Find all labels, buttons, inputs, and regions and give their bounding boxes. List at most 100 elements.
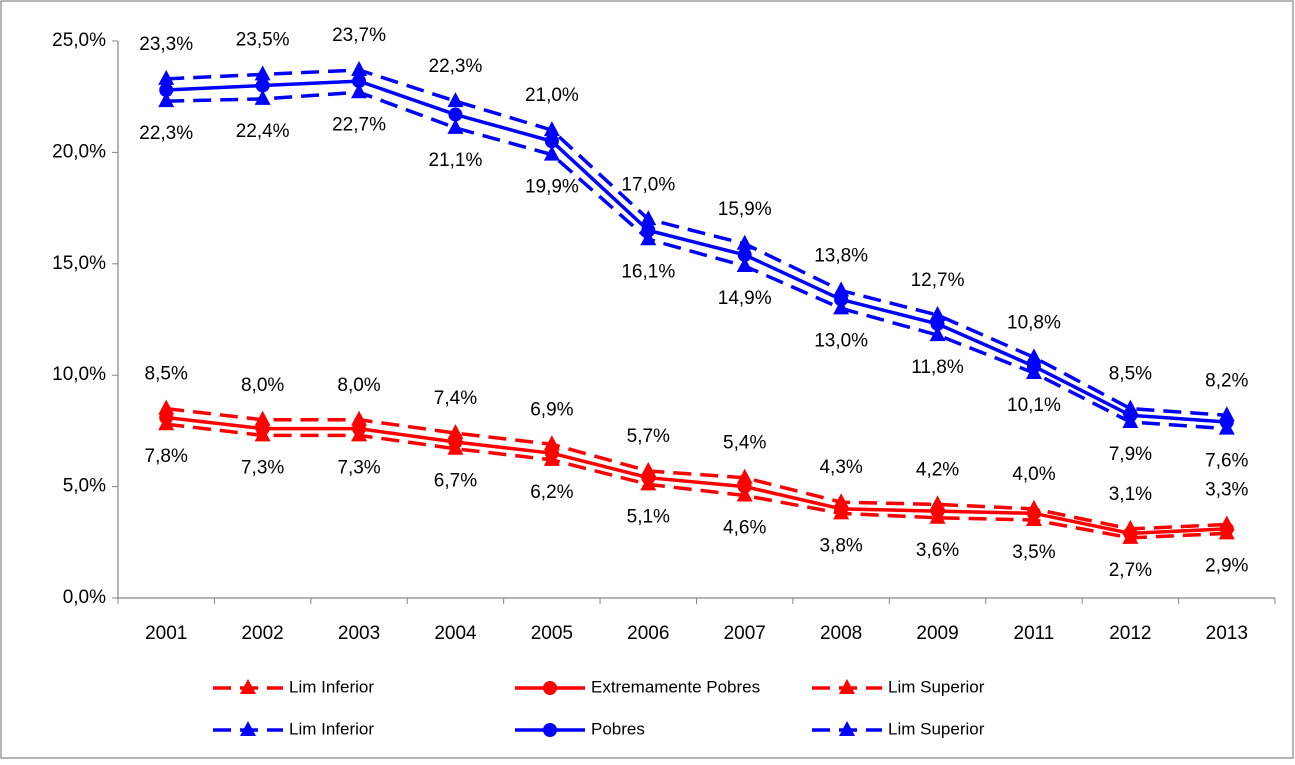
- point-marker: [736, 257, 753, 273]
- data-label: 17,0%: [621, 174, 675, 195]
- y-tick-label: 10,0%: [52, 364, 106, 385]
- data-label: 7,3%: [241, 457, 284, 478]
- data-label: 22,3%: [429, 56, 483, 77]
- x-tick-label: 2008: [820, 623, 862, 644]
- data-label: 21,1%: [429, 150, 483, 171]
- data-label: 23,7%: [332, 25, 386, 46]
- point-marker: [254, 410, 271, 426]
- data-label: 3,5%: [1012, 542, 1055, 563]
- data-label: 23,3%: [139, 34, 193, 55]
- point-marker: [158, 399, 175, 415]
- data-label: 3,8%: [819, 535, 862, 556]
- point-marker: [351, 83, 368, 99]
- legend-marker: [240, 721, 256, 736]
- legend-label: Extremamente Pobres: [591, 677, 760, 696]
- point-marker: [254, 65, 271, 81]
- x-tick-label: 2013: [1206, 623, 1248, 644]
- point-marker: [543, 145, 560, 161]
- point-marker: [640, 210, 657, 226]
- data-label: 4,0%: [1012, 464, 1055, 485]
- point-marker: [1025, 348, 1042, 364]
- data-label: 16,1%: [621, 261, 675, 282]
- data-label: 4,3%: [819, 457, 862, 478]
- point-marker: [543, 121, 560, 137]
- point-marker: [736, 468, 753, 484]
- data-label: 11,8%: [911, 357, 964, 378]
- series-line: [166, 415, 1227, 536]
- data-label: 22,3%: [139, 123, 193, 144]
- x-tick-label: 2002: [241, 623, 283, 644]
- data-label: 12,7%: [911, 270, 965, 291]
- data-label: 3,1%: [1109, 484, 1152, 505]
- x-tick-label: 2009: [916, 623, 958, 644]
- data-label: 15,9%: [718, 199, 772, 220]
- point-marker: [929, 495, 946, 511]
- legend-marker: [839, 679, 855, 694]
- point-marker: [929, 306, 946, 322]
- y-tick-label: 0,0%: [63, 587, 106, 608]
- data-label: 8,2%: [1205, 370, 1248, 391]
- legend-marker: [240, 679, 256, 694]
- data-label: 10,8%: [1007, 312, 1061, 333]
- data-label: 23,5%: [236, 29, 290, 50]
- series-line: [166, 406, 1227, 531]
- data-label: 8,5%: [1109, 364, 1152, 385]
- point-marker: [159, 83, 174, 98]
- data-label: 8,0%: [337, 375, 380, 396]
- point-marker: [640, 230, 657, 246]
- legend-label: Lim Inferior: [289, 719, 374, 738]
- legend-marker: [839, 721, 855, 736]
- point-marker: [736, 234, 753, 250]
- x-tick-label: 2007: [724, 623, 766, 644]
- data-label: 22,7%: [332, 114, 386, 135]
- point-marker: [352, 74, 367, 89]
- x-tick-label: 2004: [434, 623, 477, 644]
- data-label: 13,8%: [814, 246, 868, 267]
- y-tick-label: 20,0%: [52, 141, 106, 162]
- point-marker: [833, 299, 850, 315]
- y-tick-label: 5,0%: [63, 476, 106, 497]
- x-tick-label: 2012: [1109, 623, 1151, 644]
- data-label: 4,6%: [723, 518, 766, 539]
- y-tick-label: 25,0%: [52, 30, 106, 51]
- point-marker: [736, 486, 753, 502]
- point-marker: [640, 462, 657, 478]
- point-marker: [158, 92, 175, 108]
- data-label: 2,9%: [1205, 555, 1248, 576]
- x-tick-label: 2003: [338, 623, 380, 644]
- data-label: 21,0%: [525, 85, 579, 106]
- series-line: [166, 90, 1227, 431]
- data-label: 19,9%: [525, 177, 579, 198]
- point-marker: [641, 223, 656, 238]
- point-marker: [254, 89, 271, 105]
- data-label: 8,0%: [241, 375, 284, 396]
- point-marker: [929, 326, 946, 342]
- data-label: 5,7%: [627, 426, 670, 447]
- point-marker: [1122, 399, 1139, 415]
- data-label: 5,1%: [627, 506, 670, 527]
- x-tick-label: 2001: [145, 623, 187, 644]
- x-tick-label: 2006: [627, 623, 669, 644]
- data-label: 7,3%: [337, 457, 380, 478]
- point-marker: [351, 60, 368, 76]
- data-label: 7,6%: [1205, 451, 1248, 472]
- legend-label: Lim Inferior: [289, 677, 374, 696]
- point-marker: [737, 247, 752, 262]
- point-marker: [544, 134, 559, 149]
- data-label: 6,9%: [530, 399, 573, 420]
- point-marker: [1025, 499, 1042, 515]
- data-label: 7,9%: [1109, 444, 1152, 465]
- data-label: 14,9%: [718, 288, 772, 309]
- legend-marker: [543, 681, 557, 695]
- data-label: 22,4%: [236, 121, 290, 142]
- point-marker: [833, 493, 850, 509]
- point-marker: [158, 69, 175, 85]
- data-label: 6,2%: [530, 482, 573, 503]
- data-label: 7,8%: [145, 446, 188, 467]
- data-label: 3,3%: [1205, 479, 1248, 500]
- y-tick-label: 15,0%: [52, 253, 106, 274]
- series-line: [166, 422, 1227, 540]
- data-label: 13,0%: [814, 330, 868, 351]
- point-marker: [543, 435, 560, 451]
